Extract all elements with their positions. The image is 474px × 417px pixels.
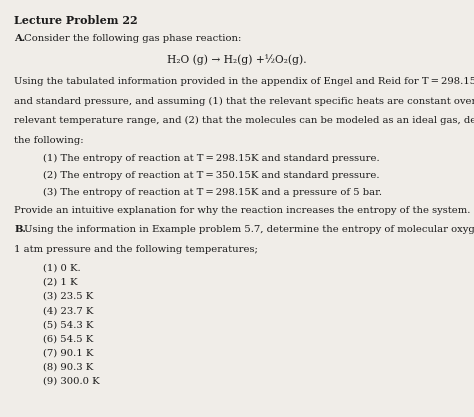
Text: (8) 90.3 K: (8) 90.3 K — [43, 363, 93, 372]
Text: (1) The entropy of reaction at T = 298.15K and standard pressure.: (1) The entropy of reaction at T = 298.1… — [43, 154, 379, 163]
Text: A.: A. — [14, 34, 26, 43]
Text: (6) 54.5 K: (6) 54.5 K — [43, 334, 93, 344]
Text: B.: B. — [14, 225, 26, 234]
Text: H₂O (g) → H₂(g) +½O₂(g).: H₂O (g) → H₂(g) +½O₂(g). — [167, 54, 307, 65]
Text: and standard pressure, and assuming (1) that the relevant specific heats are con: and standard pressure, and assuming (1) … — [14, 97, 474, 106]
Text: (1) 0 K.: (1) 0 K. — [43, 264, 80, 273]
Text: (7) 90.1 K: (7) 90.1 K — [43, 349, 93, 358]
Text: relevant temperature range, and (2) that the molecules can be modeled as an idea: relevant temperature range, and (2) that… — [14, 116, 474, 126]
Text: (3) The entropy of reaction at T = 298.15K and a pressure of 5 bar.: (3) The entropy of reaction at T = 298.1… — [43, 188, 382, 197]
Text: (3) 23.5 K: (3) 23.5 K — [43, 292, 93, 301]
Text: Provide an intuitive explanation for why the reaction increases the entropy of t: Provide an intuitive explanation for why… — [14, 206, 471, 216]
Text: the following:: the following: — [14, 136, 84, 145]
Text: (9) 300.0 K: (9) 300.0 K — [43, 377, 99, 386]
Text: (5) 54.3 K: (5) 54.3 K — [43, 320, 93, 329]
Text: Consider the following gas phase reaction:: Consider the following gas phase reactio… — [21, 34, 241, 43]
Text: Lecture Problem 22: Lecture Problem 22 — [14, 15, 138, 25]
Text: (2) The entropy of reaction at T = 350.15K and standard pressure.: (2) The entropy of reaction at T = 350.1… — [43, 171, 379, 180]
Text: (2) 1 K: (2) 1 K — [43, 278, 77, 287]
Text: Using the tabulated information provided in the appendix of Engel and Reid for T: Using the tabulated information provided… — [14, 77, 474, 86]
Text: 1 atm pressure and the following temperatures;: 1 atm pressure and the following tempera… — [14, 245, 258, 254]
Text: Using the information in Example problem 5.7, determine the entropy of molecular: Using the information in Example problem… — [21, 225, 474, 234]
Text: (4) 23.7 K: (4) 23.7 K — [43, 306, 93, 315]
